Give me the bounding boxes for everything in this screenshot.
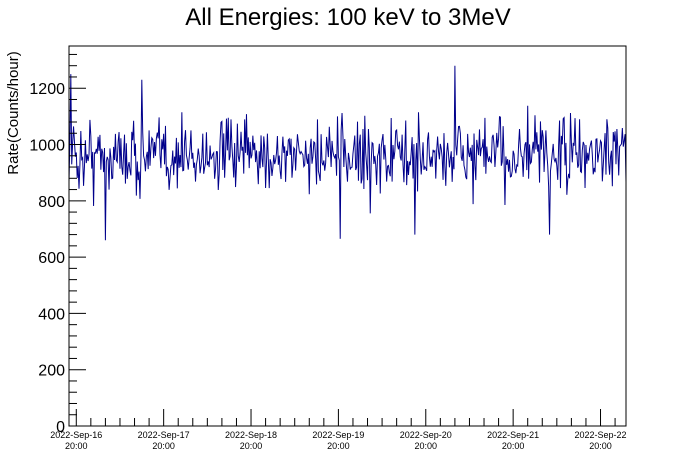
x-tick-label-time: 20:00 xyxy=(327,441,350,451)
y-tick-label: 200 xyxy=(38,363,65,380)
x-tick-label-date: 2022-Sep-18 xyxy=(225,430,277,440)
x-tick-label-time: 20:00 xyxy=(152,441,175,451)
series-line xyxy=(68,65,627,241)
x-tick-label-date: 2022-Sep-22 xyxy=(574,430,626,440)
x-tick-label-time: 20:00 xyxy=(240,441,263,451)
x-tick-label-date: 2022-Sep-16 xyxy=(50,430,102,440)
y-tick-label: 0 xyxy=(56,419,65,436)
y-tick-label: 400 xyxy=(38,306,65,323)
x-tick-label-time: 20:00 xyxy=(502,441,525,451)
x-tick-label-time: 20:00 xyxy=(415,441,438,451)
y-tick-label: 800 xyxy=(38,194,65,211)
y-tick-label: 1200 xyxy=(29,81,65,98)
y-tick-label: 600 xyxy=(38,250,65,267)
x-tick-label-date: 2022-Sep-20 xyxy=(400,430,452,440)
x-tick-label-date: 2022-Sep-17 xyxy=(138,430,190,440)
x-tick-label-time: 20:00 xyxy=(589,441,612,451)
y-axis-label: Rate(Counts/hour) xyxy=(5,51,22,174)
chart-title: All Energies: 100 keV to 3MeV xyxy=(185,4,511,31)
series-layer xyxy=(68,65,627,241)
plot-frame xyxy=(68,45,627,427)
x-tick-label-time: 20:00 xyxy=(65,441,88,451)
axes: 0200400600800100012002022-Sep-1620:00202… xyxy=(29,53,627,451)
x-tick-label-date: 2022-Sep-19 xyxy=(312,430,364,440)
y-tick-label: 1000 xyxy=(29,138,65,155)
x-tick-label-date: 2022-Sep-21 xyxy=(487,430,539,440)
